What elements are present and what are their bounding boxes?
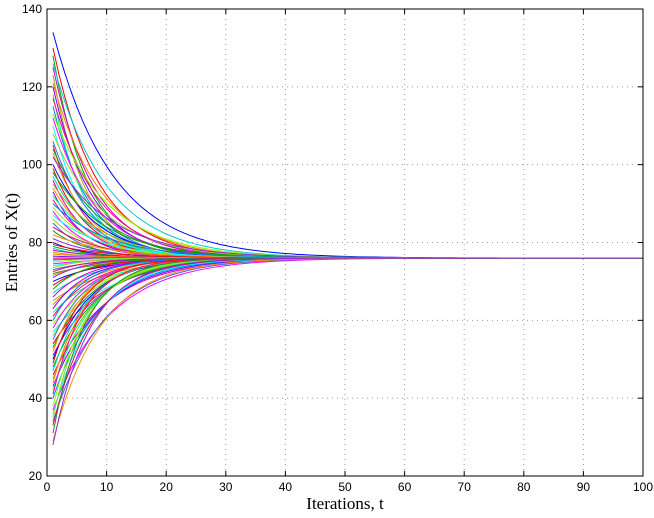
y-tick-label: 20 <box>29 469 43 483</box>
series-line <box>52 86 643 259</box>
x-tick-label: 60 <box>398 480 412 494</box>
x-tick-label: 0 <box>44 480 51 494</box>
x-tick-label: 20 <box>160 480 174 494</box>
series-line <box>52 94 643 259</box>
x-tick-label: 90 <box>577 480 591 494</box>
series-line <box>52 257 643 376</box>
x-tick-label: 30 <box>219 480 233 494</box>
y-tick-label: 60 <box>29 313 43 327</box>
series-line <box>52 164 643 259</box>
series-line <box>52 117 643 259</box>
series-line <box>52 55 643 259</box>
series-line <box>52 203 643 259</box>
y-tick-label: 100 <box>22 158 42 172</box>
series-line <box>52 257 643 445</box>
x-tick-label: 40 <box>279 480 293 494</box>
series-line <box>52 82 643 259</box>
series-line <box>52 133 643 259</box>
series-lines <box>52 32 644 445</box>
y-tick-label: 120 <box>22 80 42 94</box>
y-tick-label: 80 <box>29 236 43 250</box>
axis-ticks: 0 10 20 30 40 50 60 70 80 90 100 20 40 60 80 100 120 140 <box>22 2 653 494</box>
y-tick-label: 40 <box>29 391 43 405</box>
series-line <box>52 257 643 426</box>
x-tick-label: 10 <box>100 480 114 494</box>
series-line <box>52 257 643 309</box>
series-line <box>52 257 643 422</box>
x-tick-label: 50 <box>338 480 352 494</box>
x-axis-title: Iterations, t <box>306 494 384 513</box>
y-axis-title: Entries of X(t) <box>2 193 21 292</box>
series-line <box>52 257 643 399</box>
series-line <box>52 257 643 313</box>
y-tick-label: 140 <box>22 2 42 16</box>
x-tick-label: 100 <box>633 480 653 494</box>
series-line <box>52 257 643 333</box>
series-line <box>52 257 643 442</box>
series-line <box>52 75 643 259</box>
series-line <box>52 47 643 259</box>
series-line <box>52 32 644 259</box>
series-line <box>52 125 643 259</box>
x-tick-label: 80 <box>517 480 531 494</box>
series-line <box>52 98 643 259</box>
series-line <box>52 257 643 434</box>
x-tick-label: 70 <box>458 480 472 494</box>
